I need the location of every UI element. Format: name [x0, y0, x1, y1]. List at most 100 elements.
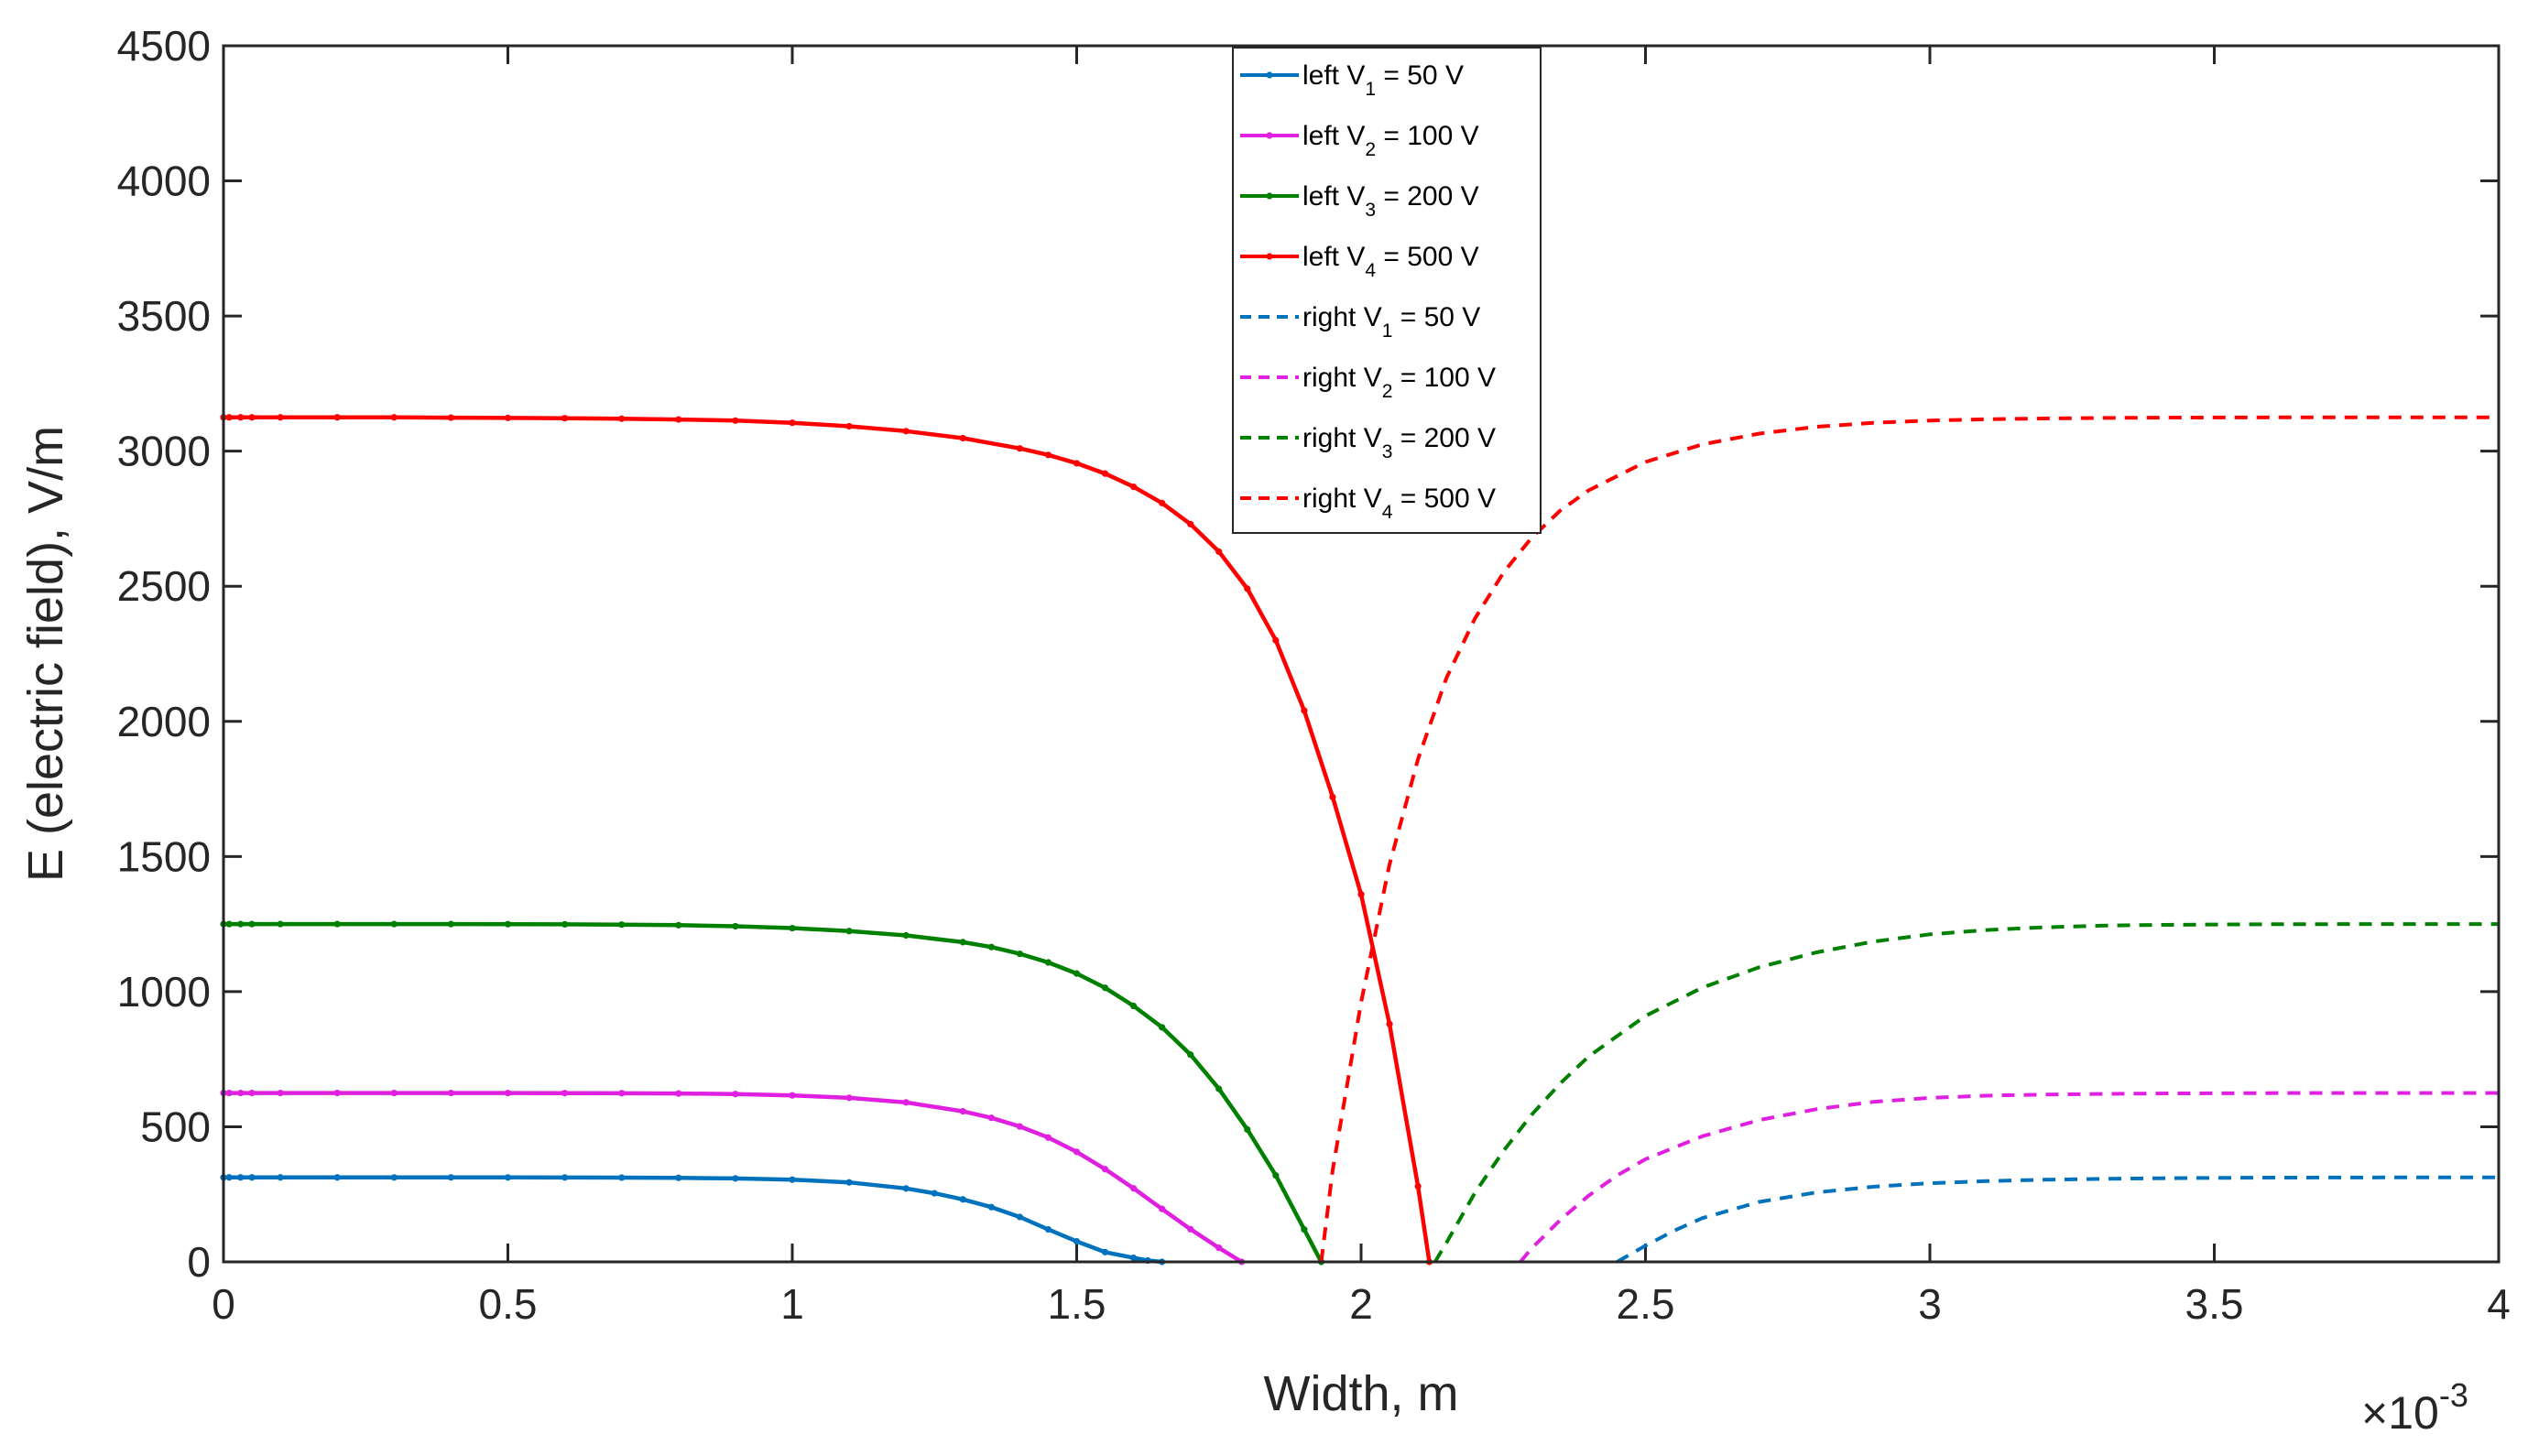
data-point: [959, 434, 966, 442]
x-tick-label: 2: [1349, 1280, 1373, 1328]
data-point: [1159, 1024, 1166, 1031]
data-point: [225, 920, 233, 928]
data-point: [447, 920, 454, 928]
data-point: [1414, 1182, 1422, 1190]
legend-marker: [1266, 132, 1273, 139]
data-point: [1130, 1254, 1138, 1262]
y-tick-label: 1000: [117, 968, 211, 1016]
data-point: [1044, 959, 1052, 966]
data-point: [1272, 1171, 1280, 1179]
legend-label-sub: 3: [1365, 200, 1376, 221]
legend-label-suffix: = 100 V: [1376, 121, 1479, 151]
data-point: [1301, 707, 1308, 714]
x-axis-title: Width, m: [1263, 1366, 1458, 1421]
data-point: [277, 414, 284, 421]
data-point: [277, 1089, 284, 1097]
data-point: [1386, 1020, 1393, 1027]
data-point: [1016, 1123, 1023, 1130]
legend-label-7: right V3 = 200 V: [1302, 423, 1496, 462]
data-point: [1016, 445, 1023, 452]
legend-label-prefix: right V: [1302, 484, 1382, 514]
legend-label-sub: 1: [1382, 321, 1393, 342]
data-point: [675, 1174, 682, 1181]
legend-label-3: left V3 = 200 V: [1302, 181, 1479, 221]
data-point: [1044, 1134, 1052, 1141]
x-tick-label: 0.5: [479, 1280, 538, 1328]
legend-label-sub: 3: [1382, 441, 1393, 462]
legend-label-sub: 1: [1365, 79, 1376, 100]
data-point: [225, 1174, 233, 1181]
data-point: [732, 417, 739, 424]
data-point: [845, 1179, 853, 1186]
data-point: [504, 414, 512, 421]
series-line-5: [1616, 1175, 2499, 1264]
legend-label-8: right V4 = 500 V: [1302, 484, 1496, 523]
data-point: [987, 1203, 995, 1211]
data-point: [902, 428, 910, 435]
data-point: [561, 415, 569, 422]
data-point: [390, 1089, 398, 1097]
legend-label-prefix: left V: [1302, 60, 1365, 91]
data-point: [1187, 1051, 1194, 1059]
x-tick-label: 4: [2487, 1280, 2511, 1328]
legend-label-4: left V4 = 500 V: [1302, 242, 1479, 281]
legend-label-1: left V1 = 50 V: [1302, 60, 1464, 100]
x-tick-label: 0: [212, 1280, 235, 1328]
data-point: [618, 415, 626, 422]
data-point: [277, 920, 284, 928]
series-line-1: [223, 1175, 1162, 1265]
data-point: [959, 1196, 966, 1203]
data-point: [1101, 984, 1109, 992]
data-point: [1329, 793, 1336, 801]
y-tick-label: 3500: [117, 292, 211, 340]
data-point: [237, 414, 245, 421]
legend-label-prefix: left V: [1302, 181, 1365, 212]
data-point: [789, 1176, 796, 1183]
data-point: [959, 939, 966, 946]
legend-label-sub: 2: [1382, 381, 1393, 402]
data-point: [1101, 1166, 1109, 1173]
x-tick-label: 1.5: [1048, 1280, 1106, 1328]
data-point: [248, 1089, 256, 1097]
data-point: [959, 1108, 966, 1115]
data-point: [789, 1092, 796, 1099]
legend-label-suffix: = 200 V: [1376, 181, 1479, 212]
data-point: [390, 1174, 398, 1181]
data-point: [1130, 484, 1138, 491]
data-point: [789, 419, 796, 427]
data-point: [931, 1190, 938, 1197]
legend-marker: [1266, 192, 1273, 200]
data-point: [504, 1090, 512, 1097]
data-point: [447, 1174, 454, 1181]
y-tick-label: 0: [187, 1238, 211, 1286]
x-tick-label: 3.5: [2185, 1280, 2244, 1328]
data-point: [390, 414, 398, 421]
data-point: [732, 1091, 739, 1098]
data-point: [1073, 460, 1081, 467]
data-point: [1101, 470, 1109, 477]
data-point: [248, 414, 256, 421]
legend-label-sub: 4: [1382, 502, 1393, 523]
data-point: [333, 920, 341, 928]
series-line-7: [1433, 922, 2499, 1264]
data-point: [1215, 548, 1223, 556]
series-line-8: [1319, 415, 2499, 1263]
x-exponent-label: ×10-3: [2361, 1376, 2468, 1439]
data-point: [1244, 1125, 1251, 1133]
y-tick-label: 500: [140, 1103, 211, 1150]
data-point: [561, 1174, 569, 1181]
data-point: [789, 924, 796, 932]
data-point: [675, 921, 682, 929]
y-axis-title: E (electric field), V/m: [18, 426, 73, 882]
data-point: [1215, 1085, 1223, 1092]
x-exponent-power: -3: [2439, 1376, 2468, 1414]
data-point: [618, 921, 626, 929]
data-point: [561, 920, 569, 929]
data-point: [333, 414, 341, 421]
legend-label-sub: 4: [1365, 260, 1376, 281]
data-point: [732, 922, 739, 930]
y-tick-label: 3000: [117, 428, 211, 475]
legend-label-sub: 2: [1365, 139, 1376, 160]
legend-label-5: right V1 = 50 V: [1302, 302, 1480, 342]
